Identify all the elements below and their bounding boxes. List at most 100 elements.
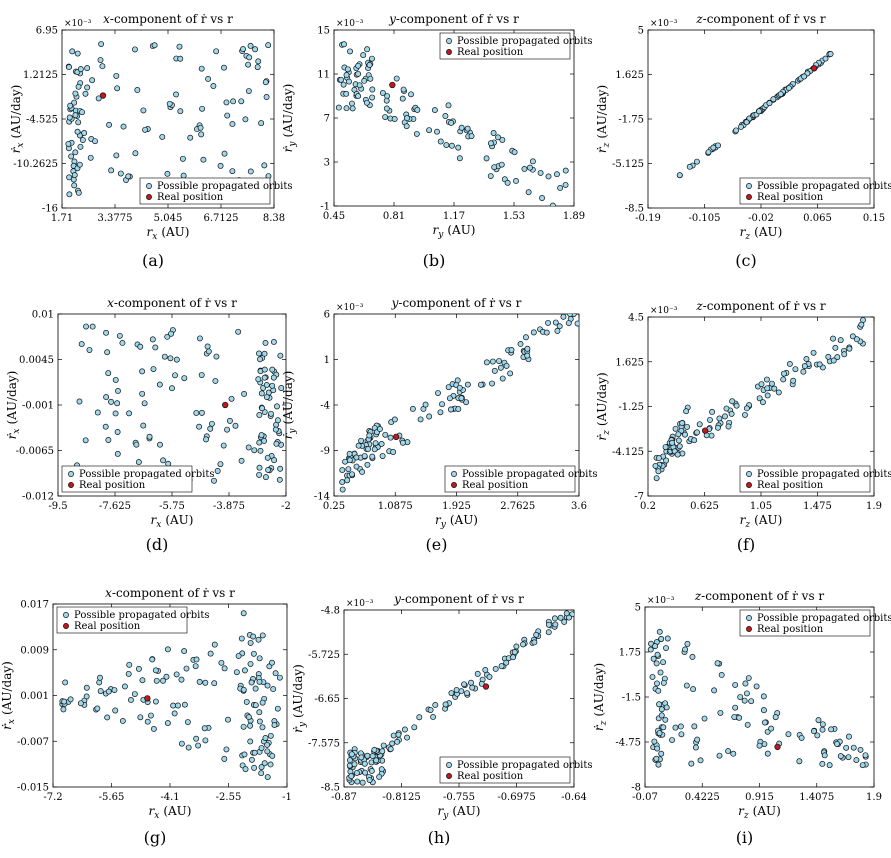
orbit-point: [663, 645, 669, 651]
orbit-point: [276, 476, 283, 483]
legend-marker-real: [746, 482, 752, 488]
orbit-point: [108, 167, 115, 174]
x-tick-label: 1.53: [503, 211, 525, 222]
title-variable: z: [695, 299, 703, 313]
plot-frame: [644, 606, 875, 788]
orbit-point: [193, 409, 200, 416]
orbit-point: [137, 343, 144, 350]
orbit-point: [355, 442, 362, 449]
orbit-point: [205, 76, 212, 82]
orbit-point: [256, 350, 262, 357]
orbit-point: [153, 677, 160, 684]
y-tick-label: -4.525: [26, 115, 58, 126]
subplot-h: -0.87 -0.8125 -0.755 -0.6975 -0.64 -4.8 -5.725…: [291, 592, 593, 847]
orbit-point: [653, 755, 660, 762]
orbit-point: [240, 610, 247, 617]
x-tick-label: 0.45: [323, 211, 345, 222]
orbit-point: [108, 398, 115, 405]
scatter-series: [335, 41, 569, 206]
orbit-point: [426, 413, 433, 420]
x-tick-label: -1: [282, 792, 292, 803]
x-tick-label: -5.75: [159, 501, 185, 512]
orbit-point: [339, 479, 346, 486]
orbit-point: [857, 746, 864, 753]
orbit-point: [185, 744, 192, 751]
orbit-point: [729, 398, 736, 405]
orbit-point: [489, 358, 496, 365]
orbit-point: [181, 648, 188, 655]
orbit-point: [211, 680, 218, 687]
orbit-point: [448, 119, 455, 126]
orbit-point: [359, 779, 366, 786]
y-tick-label: 1.75: [619, 648, 641, 659]
orbit-point: [264, 774, 271, 781]
orbit-point: [256, 718, 263, 725]
legend-label-real: Real position: [757, 192, 824, 203]
orbit-point: [684, 423, 690, 430]
orbit-point: [250, 650, 257, 657]
x-tick-label: -4.1: [160, 792, 179, 803]
orbit-point: [202, 737, 209, 744]
ylabel-var: ṙ: [9, 146, 23, 153]
orbit-point: [654, 745, 661, 752]
y-tick-label: -5.725: [308, 650, 340, 661]
orbit-point: [135, 459, 142, 466]
orbit-point: [177, 108, 184, 115]
orbit-point: [258, 745, 265, 752]
orbit-point: [149, 656, 156, 663]
orbit-point: [141, 400, 148, 407]
orbit-point: [254, 64, 261, 71]
orbit-point: [756, 108, 762, 115]
orbit-point: [89, 77, 96, 84]
orbit-point: [716, 415, 723, 422]
orbit-point: [171, 710, 178, 717]
orbit-point: [748, 698, 755, 705]
ylabel-var: ṙ: [5, 432, 19, 439]
xlabel-unit: (AU): [754, 225, 782, 239]
orbit-point: [517, 341, 524, 347]
orbit-point: [672, 724, 679, 731]
legend-box: [444, 465, 576, 493]
xlabel-unit: (AU): [753, 804, 781, 818]
orbit-point: [270, 339, 277, 345]
orbit-point: [815, 717, 822, 724]
orbit-point: [677, 723, 684, 730]
x-tick-label: -2: [281, 501, 291, 512]
orbit-point: [832, 344, 839, 351]
legend-label-real: Real position: [757, 624, 824, 635]
orbit-point: [176, 43, 183, 50]
legend-label-possible: Possible propagated orbits: [757, 469, 891, 480]
ylabel-unit: (AU/day): [9, 85, 23, 139]
orbit-point: [652, 643, 659, 650]
orbit-point: [395, 731, 402, 738]
orbit-point: [74, 128, 81, 135]
xlabel-var: r: [433, 223, 440, 237]
orbit-point: [69, 48, 76, 55]
orbit-point: [193, 656, 200, 663]
orbit-point: [268, 410, 274, 417]
orbit-point: [72, 90, 79, 97]
orbit-point: [785, 85, 792, 91]
ylabel-var: ṙ: [281, 145, 295, 152]
legend-box: [61, 465, 193, 493]
orbit-point: [453, 686, 460, 693]
orbit-point: [135, 665, 142, 672]
orbit-point: [455, 406, 462, 412]
orbit-point: [102, 423, 109, 430]
orbit-point: [766, 100, 773, 107]
orbit-point: [84, 84, 91, 91]
orbit-point: [760, 707, 767, 714]
y-tick-label: 0.009: [20, 645, 49, 656]
orbit-point: [846, 733, 852, 740]
orbit-point: [196, 335, 203, 342]
axis-exponent: ×10⁻³: [346, 599, 374, 609]
orbit-point: [819, 760, 826, 767]
y-tick-label: -7: [634, 492, 644, 503]
orbit-point: [562, 181, 569, 188]
orbit-point: [187, 134, 194, 141]
orbit-point: [104, 714, 111, 721]
orbit-point: [732, 704, 739, 711]
orbit-point: [383, 105, 390, 112]
orbit-point: [679, 450, 686, 457]
